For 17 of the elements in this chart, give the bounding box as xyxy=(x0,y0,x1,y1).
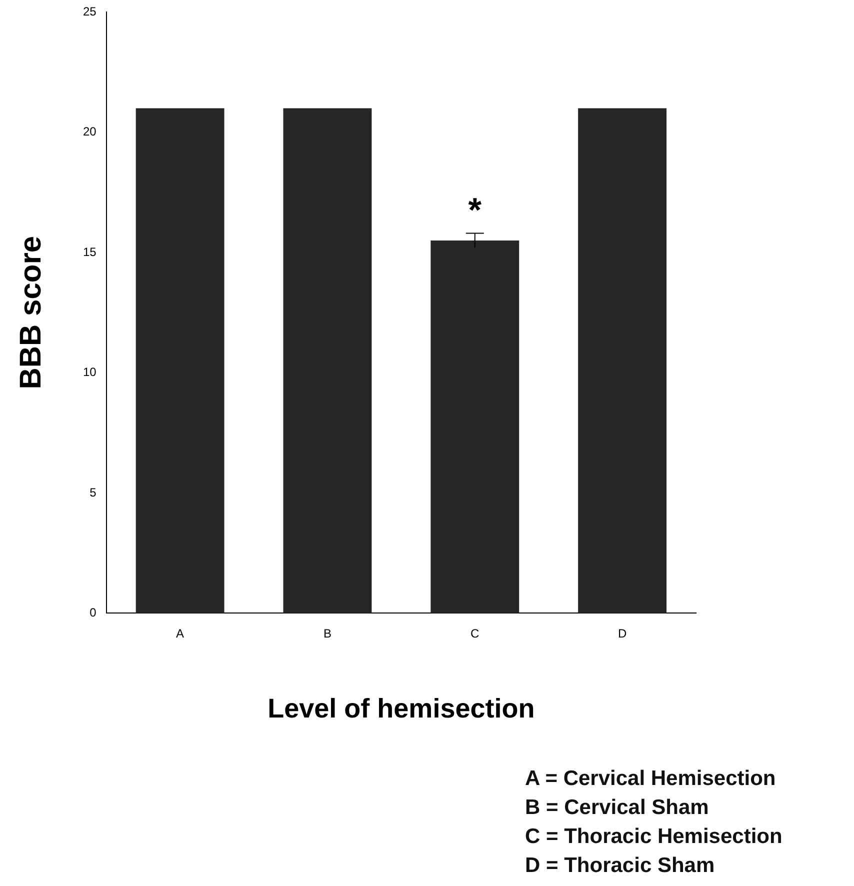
text: D = Thoracic Sham xyxy=(525,853,716,879)
y-tick-label: 25 xyxy=(82,4,97,18)
x-tick-label: B xyxy=(323,626,332,641)
text: C = Thoracic Hemisection xyxy=(525,824,782,850)
y-tick-label: 5 xyxy=(90,485,97,500)
y-tick-label: 15 xyxy=(82,244,97,259)
y-tick-label: 0 xyxy=(90,606,97,620)
y-tick-label: 10 xyxy=(82,365,97,380)
text: B = Cervical Sham xyxy=(525,795,710,821)
x-tick-label: C xyxy=(470,626,480,641)
text: A = Cervical Hemisection xyxy=(525,766,777,792)
x-tick-label: A xyxy=(176,626,184,641)
y-tick-label: 20 xyxy=(82,124,97,139)
data-label: * xyxy=(468,192,482,230)
x-tick-label: D xyxy=(618,626,627,641)
x-axis-title: Level of hemisection xyxy=(268,693,535,724)
y-axis-title: BBB score xyxy=(14,236,48,390)
